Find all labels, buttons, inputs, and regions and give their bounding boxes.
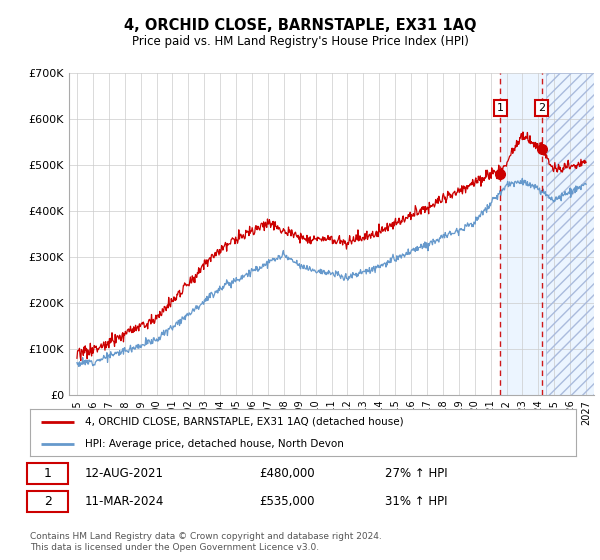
Text: 31% ↑ HPI: 31% ↑ HPI — [385, 494, 448, 508]
Text: HPI: Average price, detached house, North Devon: HPI: Average price, detached house, Nort… — [85, 438, 343, 449]
Bar — [546, 73, 594, 395]
Text: 11-MAR-2024: 11-MAR-2024 — [85, 494, 164, 508]
Text: Price paid vs. HM Land Registry's House Price Index (HPI): Price paid vs. HM Land Registry's House … — [131, 35, 469, 49]
Text: 1: 1 — [497, 103, 504, 113]
Text: Contains HM Land Registry data © Crown copyright and database right 2024.
This d: Contains HM Land Registry data © Crown c… — [30, 533, 382, 552]
Bar — [500, 73, 594, 395]
Text: 4, ORCHID CLOSE, BARNSTAPLE, EX31 1AQ: 4, ORCHID CLOSE, BARNSTAPLE, EX31 1AQ — [124, 18, 476, 32]
Text: 4, ORCHID CLOSE, BARNSTAPLE, EX31 1AQ (detached house): 4, ORCHID CLOSE, BARNSTAPLE, EX31 1AQ (d… — [85, 417, 403, 427]
FancyBboxPatch shape — [27, 491, 68, 512]
Text: 1: 1 — [44, 466, 52, 480]
FancyBboxPatch shape — [27, 463, 68, 484]
Text: 2: 2 — [44, 494, 52, 508]
Text: 27% ↑ HPI: 27% ↑ HPI — [385, 466, 448, 480]
Text: 12-AUG-2021: 12-AUG-2021 — [85, 466, 164, 480]
Text: £480,000: £480,000 — [259, 466, 315, 480]
Text: £535,000: £535,000 — [259, 494, 315, 508]
Text: 2: 2 — [538, 103, 545, 113]
